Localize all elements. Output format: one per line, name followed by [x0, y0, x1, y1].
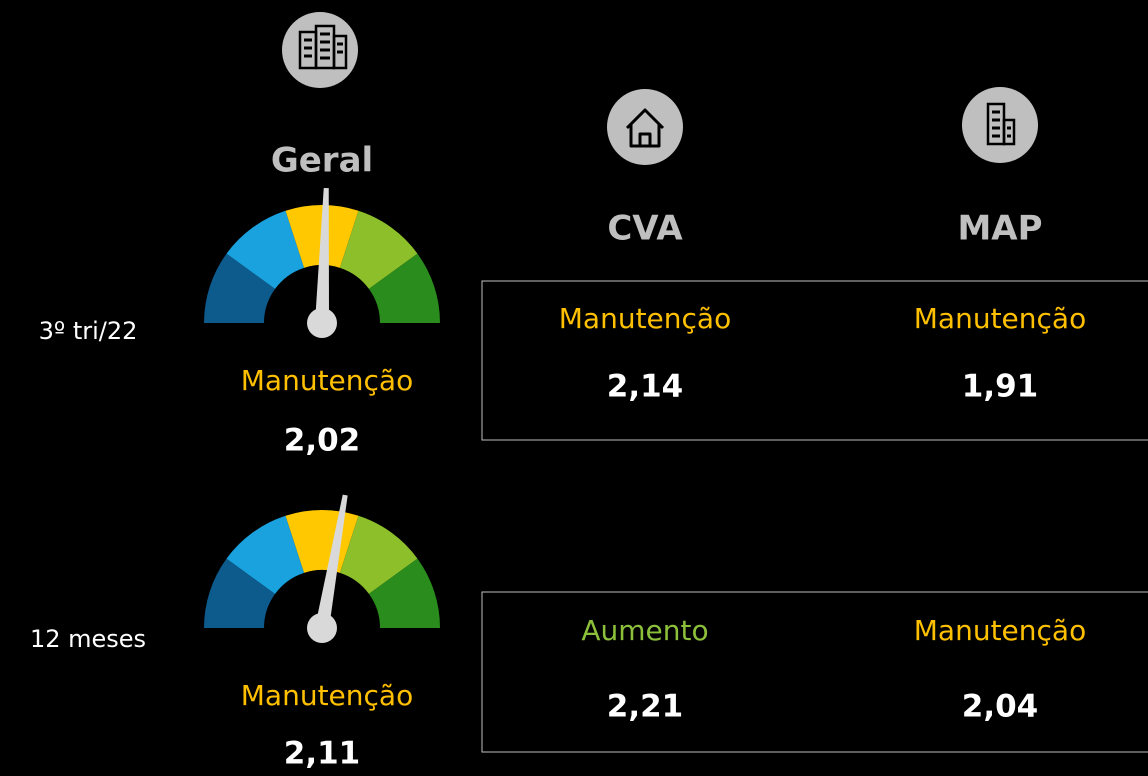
column-header: MAP [957, 209, 1042, 249]
gauge-segment [368, 253, 440, 323]
box [481, 591, 1148, 753]
row-label: 12 meses [30, 625, 146, 653]
status: Manutenção [914, 302, 1086, 335]
value: 2,14 [607, 369, 684, 405]
row-label: 3º tri/22 [39, 317, 138, 345]
gauge-segment [204, 558, 276, 628]
gauge-segment [368, 558, 440, 628]
gauge-needle [307, 187, 337, 338]
value: 2,21 [607, 689, 684, 725]
value: 2,04 [962, 689, 1039, 725]
gauge-segment [226, 515, 305, 594]
icon-building [962, 87, 1038, 163]
box [481, 280, 1148, 441]
gauge-segment [339, 515, 418, 594]
gauge-title: Geral [271, 141, 373, 181]
icon-house [607, 89, 683, 165]
gauge-segment [226, 210, 305, 289]
gauge-segment [204, 253, 276, 323]
value: 1,91 [962, 369, 1039, 405]
value: 2,02 [284, 423, 361, 459]
status: Manutenção [241, 364, 413, 397]
gauge-segment [339, 210, 418, 289]
status: Manutenção [914, 614, 1086, 647]
gauge-needle [307, 494, 348, 643]
status: Manutenção [241, 679, 413, 712]
status: Manutenção [559, 302, 731, 335]
status: Aumento [581, 614, 708, 647]
icon-building [282, 12, 358, 88]
value: 2,11 [284, 736, 361, 772]
column-header: CVA [607, 209, 683, 249]
